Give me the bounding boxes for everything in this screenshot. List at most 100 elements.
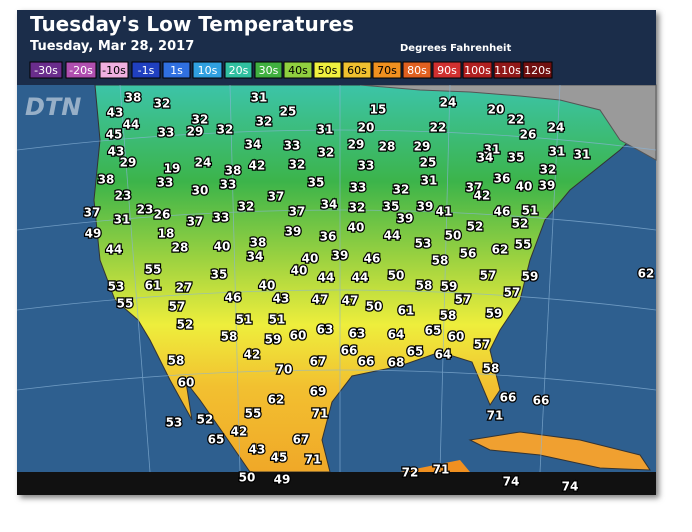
temperature-label: 56 [460, 247, 477, 261]
temperature-label: 61 [398, 304, 415, 318]
temperature-label: 38 [98, 173, 115, 187]
legend-label: 20s [229, 64, 249, 77]
temperature-label: 44 [123, 118, 140, 132]
temperature-label: 39 [417, 200, 434, 214]
temperature-label: 58 [168, 354, 185, 368]
temperature-label: 33 [358, 159, 375, 173]
temperature-label: 57 [169, 300, 186, 314]
legend-label: 70s [377, 64, 397, 77]
temperature-label: 66 [358, 355, 375, 369]
temperature-label: 25 [420, 156, 437, 170]
temperature-label: 66 [500, 391, 517, 405]
temperature-label: 50 [445, 229, 462, 243]
temperature-label: 33 [220, 178, 237, 192]
temperature-label: 58 [440, 309, 457, 323]
temperature-label: 60 [448, 330, 465, 344]
temperature-label: 35 [308, 176, 325, 190]
temperature-label: 33 [158, 126, 175, 140]
temperature-label: 32 [349, 201, 366, 215]
temperature-label: 60 [290, 329, 307, 343]
legend-label: 80s [407, 64, 427, 77]
units: Degrees Fahrenheit [400, 43, 511, 54]
temperature-label: 40 [302, 252, 319, 266]
temperature-label: 37 [84, 206, 101, 220]
temperature-label: 62 [492, 243, 509, 257]
legend-label: 90s [437, 64, 457, 77]
cuba [468, 431, 651, 471]
temperature-label: 39 [397, 212, 414, 226]
temperature-label: 23 [115, 189, 132, 203]
subtitle: Tuesday, Mar 28, 2017 [30, 39, 194, 54]
legend-swatch [493, 61, 522, 79]
temperature-label: 29 [120, 156, 137, 170]
temperature-label: 24 [548, 121, 565, 135]
temperature-label: 26 [154, 208, 171, 222]
temperature-label: 29 [414, 140, 431, 154]
temperature-label: 45 [271, 451, 288, 465]
temperature-label: 27 [176, 281, 193, 295]
temperature-label: 62 [638, 267, 655, 281]
legend-label: -1s [138, 64, 155, 77]
legend-swatch [283, 61, 313, 79]
temperature-label: 20 [488, 103, 505, 117]
temperature-label: 50 [239, 471, 256, 485]
temperature-label: 32 [154, 97, 171, 111]
temperature-label: 37 [289, 205, 306, 219]
temperature-label: 42 [244, 348, 261, 362]
temperature-label: 57 [474, 338, 491, 352]
temperature-label: 45 [106, 128, 123, 142]
temperature-label: 72 [402, 466, 419, 480]
legend-swatch [462, 61, 493, 79]
legend-swatch [313, 61, 342, 79]
temperature-label: 15 [370, 103, 387, 117]
temperature-label: 31 [421, 174, 438, 188]
temperature-label: 63 [317, 323, 334, 337]
legend-swatch [192, 61, 223, 79]
temperature-label: 41 [436, 205, 453, 219]
temperature-label: 34 [247, 250, 264, 264]
temperature-label: 37 [187, 215, 204, 229]
title: Tuesday's Low Temperatures [30, 12, 354, 36]
temperature-label: 63 [349, 327, 366, 341]
temperature-label: 22 [430, 121, 447, 135]
temperature-label: 44 [384, 229, 401, 243]
yucatan [400, 460, 470, 472]
temperature-label: 24 [440, 96, 457, 110]
temperature-label: 24 [195, 156, 212, 170]
temperature-label: 36 [494, 172, 511, 186]
temperature-label: 33 [157, 176, 174, 190]
temperature-label: 59 [522, 270, 539, 284]
temperature-label: 59 [486, 307, 503, 321]
temperature-label: 40 [348, 221, 365, 235]
temperature-label: 46 [494, 205, 511, 219]
temperature-label: 46 [364, 252, 381, 266]
legend-swatch [254, 61, 283, 79]
temperature-label: 61 [145, 279, 162, 293]
legend-swatch [402, 61, 432, 79]
temperature-label: 32 [318, 146, 335, 160]
temperature-label: 28 [379, 140, 396, 154]
temperature-label: 38 [225, 164, 242, 178]
temperature-label: 29 [348, 138, 365, 152]
temperature-label: 69 [310, 385, 327, 399]
legend-label: 120s [524, 64, 551, 77]
temperature-label: 51 [269, 313, 286, 327]
logo: DTN [25, 93, 81, 121]
temperature-label: 31 [574, 148, 591, 162]
temperature-label: 53 [166, 416, 183, 430]
temperature-label: 32 [540, 163, 557, 177]
temperature-label: 42 [249, 159, 266, 173]
temperature-label: 67 [293, 433, 310, 447]
temperature-label: 22 [508, 113, 525, 127]
temperature-label: 39 [539, 179, 556, 193]
temperature-label: 44 [318, 271, 335, 285]
canada-north [359, 84, 657, 161]
temperature-label: 58 [483, 362, 500, 376]
temperature-label: 66 [533, 394, 550, 408]
temperature-label: 64 [388, 328, 405, 342]
temperature-label: 51 [236, 313, 253, 327]
temperature-label: 57 [455, 293, 472, 307]
temperature-label: 71 [487, 409, 504, 423]
temperature-label: 32 [256, 115, 273, 129]
temperature-label: 31 [484, 143, 501, 157]
